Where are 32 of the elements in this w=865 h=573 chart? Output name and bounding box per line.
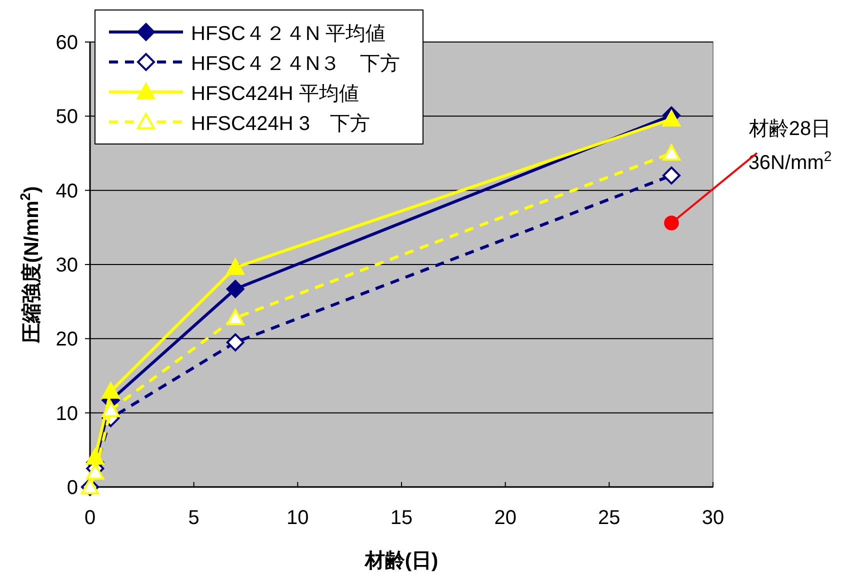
point	[662, 110, 680, 127]
point	[86, 463, 104, 480]
y-tick-label: 20	[56, 328, 78, 351]
x-tick-label: 25	[598, 507, 620, 529]
point	[662, 144, 680, 161]
y-tick-label: 40	[56, 180, 78, 202]
x-tick-label: 0	[84, 507, 96, 529]
x-tick-label: 20	[494, 507, 516, 529]
point	[102, 400, 120, 418]
point	[226, 308, 244, 326]
legend-label: HFSC424H 平均値	[191, 83, 359, 105]
y-tick-label: 50	[56, 106, 78, 128]
y-tick-label: 0	[66, 477, 78, 499]
legend-label: HFSC４２４N３ 下方	[191, 52, 400, 75]
point	[662, 166, 680, 184]
y-tick-label: 10	[56, 402, 78, 425]
y-tick-label: 60	[56, 32, 78, 54]
legend-label: HFSC４２４N 平均値	[191, 23, 386, 45]
point	[226, 258, 244, 275]
point	[102, 382, 120, 399]
x-tick-label: 5	[188, 507, 200, 529]
y-tick-label: 30	[56, 254, 78, 276]
x-tick-label: 30	[702, 507, 724, 529]
point	[664, 216, 679, 230]
annotation: 材齢28日 36N/mm$^{2}$	[748, 118, 832, 174]
point	[86, 448, 104, 465]
x-tick-label: 15	[390, 507, 413, 529]
legend-label: HFSC424H 3 下方	[191, 112, 370, 135]
point	[226, 280, 244, 298]
x-axis-title: 材齢(日)	[364, 550, 438, 572]
point	[226, 333, 244, 352]
x-tick-label: 10	[286, 507, 309, 529]
